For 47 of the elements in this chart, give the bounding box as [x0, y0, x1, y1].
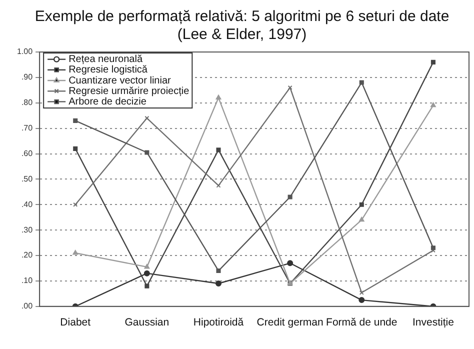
- point: [216, 268, 221, 274]
- point: [430, 102, 436, 108]
- point: [144, 116, 150, 120]
- y-tick-label: .10: [21, 276, 34, 286]
- legend-label: Arbore de decizie: [68, 96, 147, 108]
- point: [359, 80, 364, 85]
- y-tick-label: .60: [21, 148, 34, 158]
- point: [358, 297, 365, 304]
- y-tick-label: .50: [21, 174, 34, 184]
- point: [144, 270, 150, 276]
- y-tick-label: .80: [21, 98, 34, 108]
- point: [288, 194, 292, 200]
- x-tick-label: Formă de unde: [326, 316, 398, 329]
- y-tick-label: .30: [21, 225, 34, 234]
- y-tick-label: .00: [21, 302, 34, 311]
- y-tick-label: .40: [21, 200, 34, 209]
- legend-label: Rețea neuronală: [68, 54, 143, 66]
- point: [358, 216, 364, 222]
- point: [73, 118, 78, 123]
- y-tick-label: .90: [21, 72, 34, 82]
- y-tick-label: .20: [21, 250, 34, 260]
- y-tick-label: 1.00: [16, 47, 34, 56]
- point: [144, 150, 150, 155]
- point: [216, 280, 222, 287]
- x-tick-label: Investiție: [412, 316, 454, 329]
- y-tick-label: .70: [21, 124, 34, 133]
- legend-label: Cuantizare vector liniar: [68, 75, 172, 86]
- point: [144, 284, 150, 288]
- point: [359, 290, 364, 295]
- point: [216, 148, 221, 152]
- point: [287, 260, 294, 266]
- chart-title: Exemple de performață relativă: 5 algoritmi pe 6 seturi de date (Lee & Elder, 1997): [34, 8, 450, 44]
- point: [216, 183, 221, 188]
- x-tick-label: Diabet: [60, 316, 91, 329]
- x-tick-label: Credit german: [256, 316, 324, 329]
- point: [430, 246, 436, 250]
- legend-label: Regresie logistică: [68, 64, 148, 76]
- point: [359, 202, 364, 207]
- legend-label: Regresie urmărire proiecție: [68, 86, 190, 97]
- point: [73, 146, 78, 151]
- point: [72, 250, 78, 255]
- x-tick-label: Hipotiroidă: [193, 316, 244, 329]
- point: [144, 264, 150, 269]
- point: [216, 94, 222, 100]
- point: [430, 60, 436, 64]
- point: [288, 85, 292, 90]
- x-tick-label: Gaussian: [124, 316, 170, 329]
